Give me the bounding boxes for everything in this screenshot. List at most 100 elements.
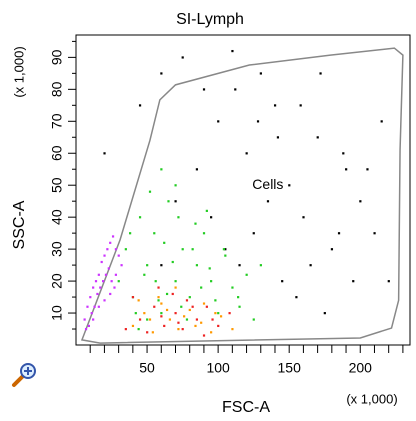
y-tick-label: 30 — [49, 241, 65, 257]
dot — [100, 260, 103, 264]
dot — [288, 184, 291, 187]
dot — [245, 273, 248, 276]
dot — [205, 305, 208, 308]
dot — [231, 328, 234, 331]
dot — [256, 120, 260, 123]
dot — [138, 216, 142, 219]
dot — [111, 235, 115, 238]
dot — [157, 299, 160, 302]
dot — [87, 324, 90, 328]
dot — [90, 312, 93, 315]
dot — [160, 72, 163, 75]
dot — [103, 299, 106, 302]
y-tick-label: 90 — [49, 49, 65, 65]
dot — [94, 280, 98, 283]
dot — [214, 312, 217, 315]
dot — [238, 264, 241, 267]
dot — [302, 216, 305, 219]
y-tick-label: 50 — [49, 177, 65, 193]
chart-title: SI-Lymph — [176, 11, 244, 28]
dot — [222, 248, 226, 251]
dot — [177, 328, 180, 331]
dot — [337, 232, 341, 235]
dot — [109, 241, 112, 244]
dot — [202, 232, 206, 235]
dot — [181, 56, 184, 59]
dot — [165, 292, 169, 296]
dot — [210, 280, 213, 283]
dot — [181, 328, 184, 331]
y-tick-label: 40 — [49, 209, 65, 225]
dot — [92, 318, 95, 321]
dot — [194, 324, 197, 328]
y-tick-label: 10 — [49, 305, 65, 321]
y-tick-label: 70 — [49, 113, 65, 129]
dot — [163, 241, 166, 244]
dot — [387, 280, 390, 283]
dot — [202, 88, 206, 91]
zoom-icon[interactable] — [12, 363, 36, 387]
dot — [146, 331, 149, 334]
dot — [188, 308, 191, 312]
dot — [114, 248, 117, 251]
dot — [200, 321, 203, 324]
dot — [211, 318, 214, 321]
dot — [171, 260, 174, 264]
dot — [137, 299, 140, 302]
dot — [97, 305, 100, 308]
dot — [137, 328, 140, 331]
dot — [134, 312, 137, 315]
dot — [86, 305, 89, 308]
dot — [202, 302, 206, 305]
dot — [214, 299, 217, 302]
dot — [157, 286, 160, 289]
dot — [129, 232, 132, 235]
dot — [205, 209, 208, 212]
dot — [165, 308, 169, 312]
dot — [103, 152, 106, 155]
dot — [143, 273, 146, 276]
dot — [160, 168, 163, 171]
dot — [231, 286, 234, 289]
dot — [200, 286, 203, 289]
dot — [316, 136, 319, 139]
y-axis-label: SSC-A — [11, 200, 28, 249]
x-tick-label: 200 — [349, 360, 373, 376]
dot — [217, 312, 220, 315]
dot — [92, 286, 95, 289]
dot — [138, 104, 142, 107]
dot — [143, 312, 146, 315]
dot — [153, 305, 156, 308]
dot — [208, 267, 211, 270]
dot — [323, 312, 326, 315]
dot — [181, 248, 184, 251]
dot — [237, 296, 240, 299]
gate — [80, 47, 404, 344]
dot — [160, 302, 163, 305]
dot — [217, 324, 220, 328]
y-tick-label: 80 — [49, 81, 65, 97]
dot — [138, 318, 142, 321]
dot — [174, 280, 177, 283]
dot — [359, 200, 362, 203]
dot — [174, 184, 177, 187]
dot — [231, 49, 234, 53]
dot — [102, 280, 105, 283]
dot — [228, 312, 231, 315]
dot — [273, 104, 277, 107]
dot — [180, 305, 183, 308]
dot — [238, 305, 241, 308]
dot — [195, 264, 199, 267]
dot — [183, 315, 186, 318]
dot — [84, 328, 88, 331]
dot — [97, 273, 100, 276]
dot — [151, 331, 154, 334]
dot — [124, 328, 127, 331]
dot — [330, 248, 334, 251]
y-tick-label: 20 — [49, 273, 65, 289]
dot — [191, 248, 194, 251]
dot — [109, 292, 112, 296]
dot — [157, 296, 160, 299]
dot — [93, 305, 96, 308]
